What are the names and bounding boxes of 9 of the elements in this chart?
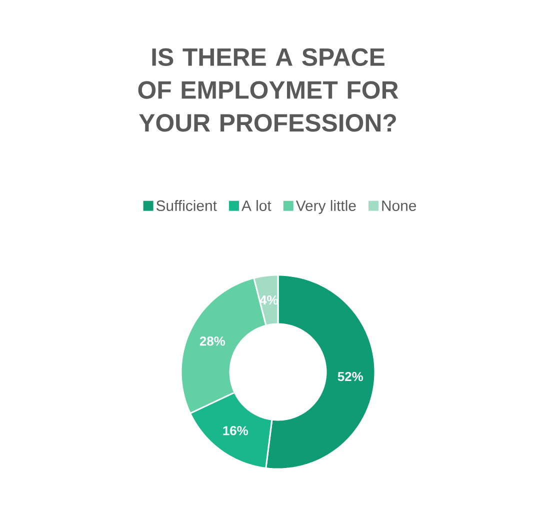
- legend-label: A lot: [242, 200, 272, 211]
- data-label: 28%: [200, 336, 226, 346]
- data-label: 4%: [260, 296, 278, 305]
- legend-label: Sufficient: [156, 200, 217, 211]
- data-label: 16%: [223, 426, 248, 436]
- data-label: 52%: [338, 372, 363, 382]
- chart-title: IS THERE A SPACE OF EMPLOYMET FOR YOUR PROFESSION?: [138, 48, 398, 132]
- legend-label: Very little: [296, 200, 356, 214]
- legend-label: None: [382, 200, 416, 211]
